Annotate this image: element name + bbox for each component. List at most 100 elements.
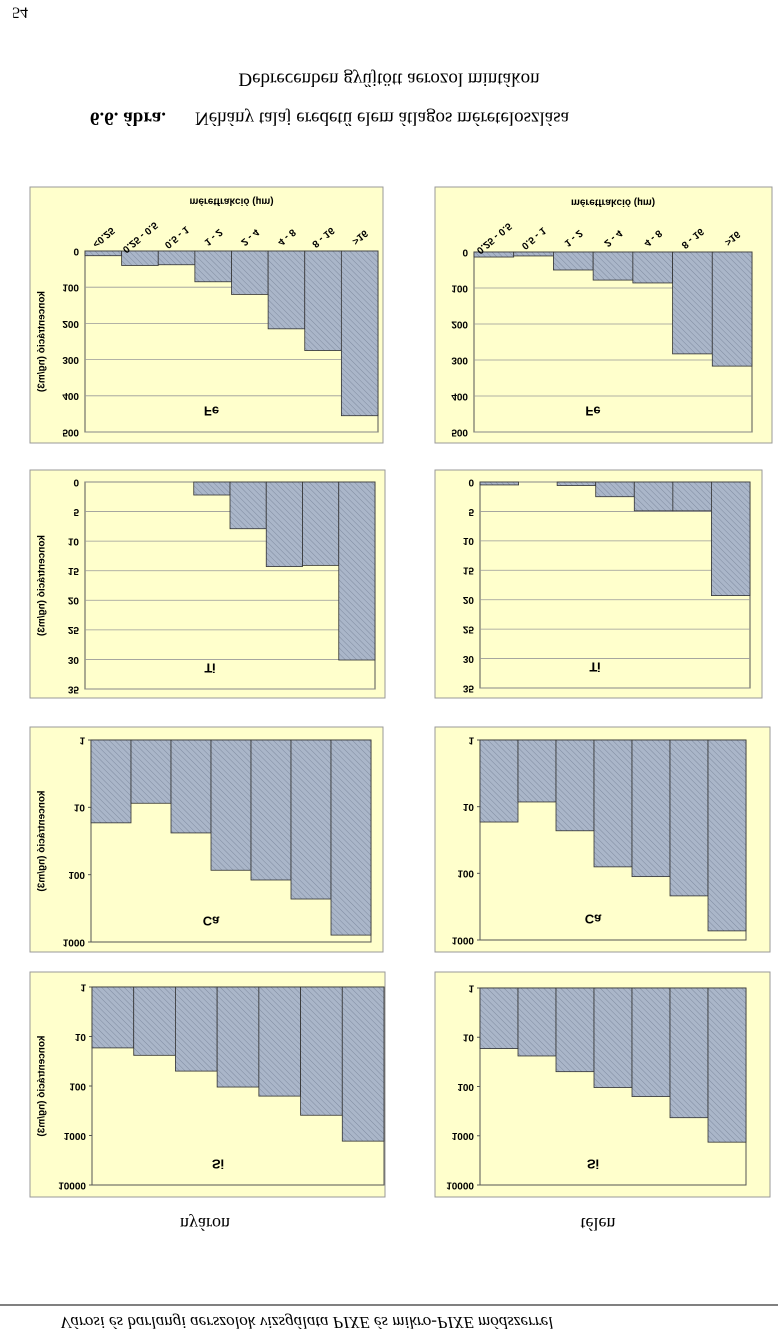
bar [210, 739, 252, 871]
bar [170, 739, 212, 834]
bar [300, 986, 343, 1116]
y-tick-label: 5 [468, 506, 474, 517]
bar [593, 739, 633, 868]
y-tick-label: 500 [451, 426, 468, 437]
y-tick-label: 10000 [58, 1179, 86, 1190]
bar [479, 481, 519, 486]
y-tick-label: 100 [457, 1081, 474, 1092]
plot-area [479, 481, 751, 689]
bar [553, 251, 594, 271]
bar [633, 481, 674, 512]
bar [592, 251, 634, 281]
bar [707, 987, 747, 1143]
bar [556, 481, 597, 486]
y-tick-label: 100 [451, 282, 468, 293]
y-tick-label: 500 [62, 426, 79, 437]
bar [267, 250, 306, 330]
bar [513, 251, 554, 257]
y-tick-label: 10 [463, 1032, 475, 1043]
y-tick-label: 10000 [446, 1179, 474, 1190]
y-tick-label: 10 [68, 536, 80, 547]
bar [479, 739, 519, 823]
bar [555, 739, 595, 832]
bar [194, 250, 232, 283]
bar [479, 987, 519, 1049]
bar [250, 739, 292, 881]
bar [517, 987, 557, 1057]
bar [338, 481, 376, 661]
y-tick-label: 300 [451, 354, 468, 365]
element-label: Ca [585, 912, 602, 927]
y-tick-label: 100 [457, 868, 474, 879]
y-tick-label: 35 [463, 682, 475, 693]
y-tick-label: 100 [62, 282, 79, 293]
x-axis-label: méretfrakció (µm) [571, 196, 655, 207]
bar [631, 987, 671, 1097]
bar [330, 739, 372, 936]
element-label: Si [587, 1157, 599, 1172]
y-tick-label: 5 [73, 506, 79, 517]
column-label: nyáron [180, 1214, 230, 1234]
y-tick-label: 30 [68, 654, 80, 665]
bar [631, 739, 671, 878]
bar [341, 986, 385, 1142]
bar [175, 986, 218, 1072]
y-tick-label: 1 [80, 981, 86, 992]
y-tick-label: 0 [73, 245, 79, 256]
bar [707, 739, 747, 932]
column-label: télen [581, 1214, 616, 1234]
bar [517, 739, 557, 803]
x-axis-label: méretfrakció (µm) [189, 195, 273, 206]
y-axis-label: koncentráció (ng/m3) [37, 1035, 48, 1136]
y-tick-label: 10 [74, 802, 86, 813]
bar [229, 481, 267, 530]
bar [302, 481, 340, 566]
bar [340, 250, 379, 417]
caption-text: Néhány talaj eredetű elem átlagos mérete… [195, 108, 570, 129]
bar [711, 251, 753, 367]
y-tick-label: 10 [463, 801, 475, 812]
element-label: Ti [589, 660, 600, 675]
y-tick-label: 1000 [63, 936, 86, 947]
caption-text: Debrecenben gyűjtött aerozol mintákon [238, 69, 540, 90]
bar [258, 986, 301, 1097]
bar [193, 481, 231, 496]
y-tick-label: 1000 [64, 1130, 87, 1141]
y-axis-label: koncentráció (ng/m3) [37, 291, 48, 392]
bar [555, 987, 595, 1073]
bar [130, 739, 172, 804]
caption-number: 6.6. ábra. [90, 108, 166, 129]
y-tick-label: 25 [463, 624, 475, 635]
bar [90, 739, 132, 824]
y-tick-label: 15 [68, 565, 80, 576]
y-tick-label: 10 [75, 1031, 87, 1042]
page-number: 54 [12, 3, 28, 20]
bar [595, 481, 635, 498]
y-tick-label: 100 [68, 869, 85, 880]
y-tick-label: 400 [451, 390, 468, 401]
bar [157, 250, 196, 266]
bar [216, 986, 260, 1088]
bar [231, 250, 269, 295]
y-tick-label: 35 [68, 683, 80, 694]
y-tick-label: 25 [68, 624, 80, 635]
bar [304, 250, 342, 351]
y-tick-label: 0 [73, 476, 79, 487]
element-label: Ca [203, 914, 220, 929]
y-tick-label: 0 [468, 476, 474, 487]
bar [265, 481, 303, 567]
y-tick-label: 20 [68, 595, 80, 606]
element-label: Ti [204, 661, 215, 676]
element-label: Fe [204, 404, 219, 419]
y-tick-label: 100 [69, 1080, 86, 1091]
y-tick-label: 400 [62, 390, 79, 401]
bar [84, 250, 123, 257]
y-tick-label: 10 [463, 535, 475, 546]
bar [632, 251, 673, 284]
bar [672, 481, 712, 512]
y-tick-label: 20 [463, 594, 475, 605]
y-axis-label: koncentráció (ng/m3) [37, 790, 48, 891]
y-tick-label: 1 [79, 734, 85, 745]
